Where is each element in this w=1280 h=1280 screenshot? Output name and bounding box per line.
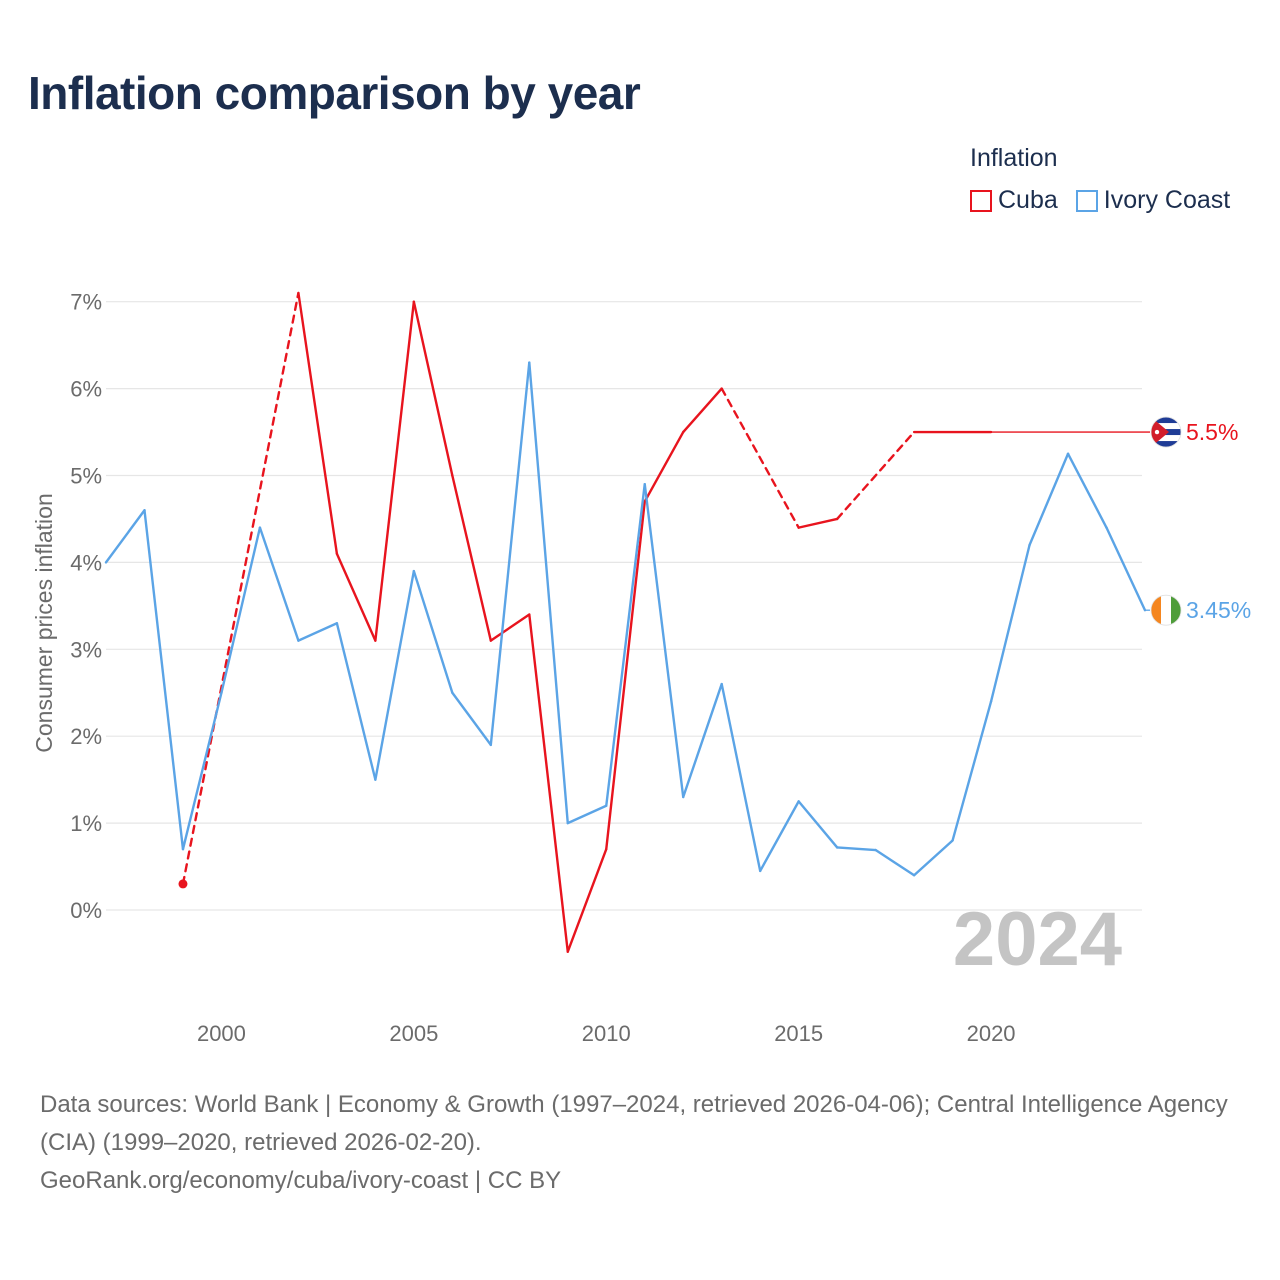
series-segment-ivory-coast [835,846,877,852]
legend-title: Inflation [970,144,1058,172]
series-segment-cuba [297,291,339,555]
footer-link[interactable]: GeoRank.org/economy/cuba/ivory-coast | C… [40,1167,562,1194]
flag-cuba-icon [1150,416,1182,448]
series-segment-ivory-coast [758,800,800,873]
legend-swatch-cuba [970,189,992,212]
series-segment-ivory-coast [412,569,454,694]
y-tick-label: 2% [70,724,102,749]
x-tick-label: 2010 [582,1021,631,1046]
series-segment-cuba [528,613,569,953]
series-segment-ivory-coast [643,482,685,799]
series-segment-ivory-coast [374,569,416,781]
y-tick-label: 0% [70,898,102,923]
series-segment-cuba [566,847,608,953]
series-segment-cuba [451,474,493,642]
series-segment-cuba [682,387,723,434]
legend: Cuba Ivory Coast [970,186,1230,215]
series-segment-ivory-coast [989,543,1031,703]
legend-label-ivory-coast: Ivory Coast [1103,186,1231,214]
series-segment-cuba [335,552,377,642]
series-segment-cuba [374,300,416,642]
x-tick-label: 2000 [197,1021,246,1046]
series-segment-ivory-coast [258,526,300,642]
series-segment-ivory-coast [220,526,262,694]
series-segment-ivory-coast [605,482,646,807]
y-axis-ticks: 0% 1% 2% 3% 4% 5% 6% 7% [70,290,102,923]
y-tick-label: 4% [70,550,102,575]
series-segment-ivory-coast [297,622,339,642]
series-segment-ivory-coast [682,682,723,799]
series-segment-ivory-coast [181,691,223,851]
x-tick-label: 2020 [967,1021,1016,1046]
watermark-year: 2024 [953,897,1122,982]
series-segment-ivory-coast [874,848,916,877]
chart-title: Inflation comparison by year [28,67,641,119]
y-tick-label: 7% [70,290,102,315]
x-tick-label: 2005 [389,1021,438,1046]
x-axis-ticks: 2000 2005 2010 2015 2020 [197,1021,1016,1046]
legend-item-cuba[interactable]: Cuba [970,186,1058,215]
series-segment-ivory-coast [104,509,146,564]
series-segment-ivory-coast [912,839,954,877]
footer: Data sources: World Bank | Economy & Gro… [40,1086,1240,1200]
y-axis-label: Consumer prices inflation [31,493,57,753]
series-segment-ivory-coast [720,682,762,873]
end-label-cuba: 5.5% [1186,419,1238,445]
series-segment-ivory-coast [335,622,377,781]
y-tick-label: 5% [70,464,102,489]
series-segment-cuba [605,500,646,851]
series-segment-ivory-coast [1066,452,1108,529]
line-chart: 0% 1% 2% 3% 4% 5% 6% 7% 2000 2005 2010 2015 2020 20… [31,290,1251,1046]
series-segment-ivory-coast [489,361,531,747]
series-segment-ivory-coast [797,800,839,849]
series-lines [104,291,1150,953]
legend-item-ivory-coast[interactable]: Ivory Coast [1075,186,1231,215]
series-segment-cuba [181,291,300,886]
series-segment-ivory-coast [951,700,993,842]
series-segment-cuba [720,387,800,529]
series-segment-ivory-coast [1028,452,1070,547]
legend-label-cuba: Cuba [998,186,1058,214]
legend-swatch-ivory-coast [1075,189,1098,212]
series-segment-ivory-coast [143,509,185,851]
series-segment-cuba [835,430,916,521]
series-segment-ivory-coast [528,361,569,825]
end-label-ivory-coast: 3.45% [1186,597,1251,623]
x-tick-label: 2015 [774,1021,823,1046]
series-segment-cuba [412,300,454,477]
series-segment-ivory-coast [566,804,608,825]
y-tick-label: 6% [70,377,102,402]
flag-ivory-coast-icon [1150,594,1182,626]
end-markers: 5.5% 3.45% [1150,416,1251,626]
series-segment-cuba [489,613,531,642]
series-point-cuba [178,879,188,889]
series-segment-cuba [643,430,685,503]
y-tick-label: 1% [70,811,102,836]
gridlines [106,301,1142,911]
series-segment-ivory-coast [1105,526,1147,612]
series-segment-cuba [797,517,839,529]
series-segment-ivory-coast [451,691,493,747]
footer-sources: Data sources: World Bank | Economy & Gro… [40,1091,1228,1156]
y-tick-label: 3% [70,637,102,662]
